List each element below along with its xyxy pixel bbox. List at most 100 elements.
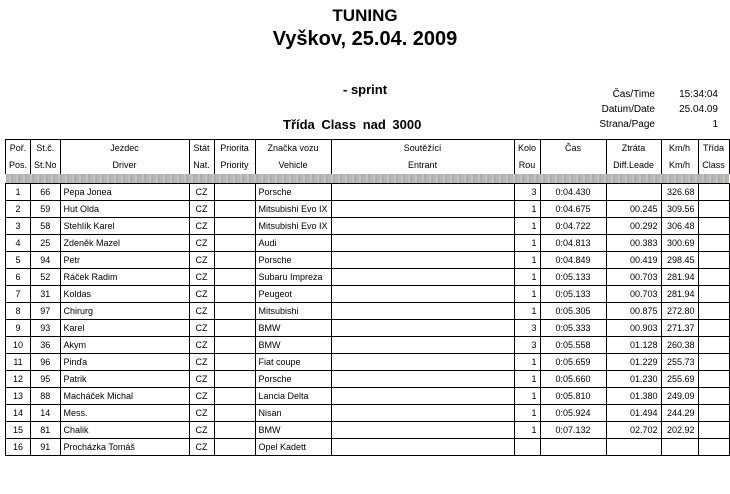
column-header-driver: Driver bbox=[59, 156, 190, 174]
cell-entrant bbox=[330, 285, 515, 303]
table-row: 8 97 Chirurg CZ Mitsubishi 1 0:05.305 00.875 272… bbox=[4, 302, 730, 320]
cell-diff: 00.245 bbox=[605, 200, 662, 218]
cell-pos: 16 bbox=[4, 438, 32, 456]
cell-entrant bbox=[330, 251, 515, 269]
cell-start-no: 14 bbox=[30, 404, 61, 422]
column-header-vehicle: Značka vozu bbox=[254, 139, 332, 157]
cell-priority bbox=[213, 251, 256, 269]
cell-nat: CZ bbox=[188, 217, 215, 235]
cell-vehicle: BMW bbox=[254, 336, 332, 354]
cell-diff: 00.875 bbox=[605, 302, 662, 320]
cell-driver: Pepa Jonea bbox=[59, 183, 190, 201]
cell-speed: 255.69 bbox=[660, 370, 699, 388]
cell-driver: Petr bbox=[59, 251, 190, 269]
header-separator bbox=[5, 173, 730, 184]
cell-time: 0:05.810 bbox=[539, 387, 607, 405]
cell-diff bbox=[605, 438, 662, 456]
column-header-class: Class bbox=[697, 156, 730, 174]
cell-entrant bbox=[330, 217, 515, 235]
cell-time: 0:05.333 bbox=[539, 319, 607, 337]
column-header-class: Třída bbox=[697, 139, 730, 157]
cell-round: 1 bbox=[513, 200, 541, 218]
info-value: 1 bbox=[712, 119, 718, 130]
cell-class bbox=[697, 268, 730, 286]
column-header-pos: Pos. bbox=[4, 156, 32, 174]
table-row: 10 36 Akym CZ BMW 3 0:05.558 01.128 260.38 bbox=[4, 336, 730, 354]
info-value: 25.04.09 bbox=[679, 104, 718, 115]
cell-priority bbox=[213, 302, 256, 320]
cell-round: 1 bbox=[513, 421, 541, 439]
cell-driver: Pinďa bbox=[59, 353, 190, 371]
cell-diff: 01.494 bbox=[605, 404, 662, 422]
cell-diff: 00.703 bbox=[605, 285, 662, 303]
cell-vehicle: Porsche bbox=[254, 251, 332, 269]
table-row: 7 31 Koldas CZ Peugeot 1 0:05.133 00.703 281.94 bbox=[4, 285, 730, 303]
cell-start-no: 94 bbox=[30, 251, 61, 269]
cell-driver: Stehlík Karel bbox=[59, 217, 190, 235]
cell-nat: CZ bbox=[188, 319, 215, 337]
cell-time: 0:04.430 bbox=[539, 183, 607, 201]
cell-pos: 10 bbox=[4, 336, 32, 354]
cell-pos: 2 bbox=[4, 200, 32, 218]
cell-priority bbox=[213, 353, 256, 371]
column-header-start-no: St.č. bbox=[30, 139, 61, 157]
cell-entrant bbox=[330, 234, 515, 252]
cell-speed: 300.69 bbox=[660, 234, 699, 252]
cell-vehicle: BMW bbox=[254, 421, 332, 439]
cell-entrant bbox=[330, 353, 515, 371]
cell-vehicle: Audi bbox=[254, 234, 332, 252]
cell-class bbox=[697, 200, 730, 218]
cell-entrant bbox=[330, 183, 515, 201]
cell-speed bbox=[660, 438, 699, 456]
cell-diff: 01.380 bbox=[605, 387, 662, 405]
info-label: Datum/Date bbox=[601, 104, 655, 115]
cell-nat: CZ bbox=[188, 268, 215, 286]
cell-pos: 14 bbox=[4, 404, 32, 422]
cell-start-no: 95 bbox=[30, 370, 61, 388]
cell-driver: Chirurg bbox=[59, 302, 190, 320]
cell-class bbox=[697, 438, 730, 456]
cell-start-no: 88 bbox=[30, 387, 61, 405]
cell-time: 0:04.813 bbox=[539, 234, 607, 252]
cell-priority bbox=[213, 183, 256, 201]
cell-time: 0:04.722 bbox=[539, 217, 607, 235]
cell-entrant bbox=[330, 438, 515, 456]
cell-class bbox=[697, 217, 730, 235]
cell-driver: Hut Olda bbox=[59, 200, 190, 218]
cell-pos: 11 bbox=[4, 353, 32, 371]
cell-priority bbox=[213, 268, 256, 286]
cell-speed: 202.92 bbox=[660, 421, 699, 439]
cell-pos: 15 bbox=[4, 421, 32, 439]
cell-diff: 00.383 bbox=[605, 234, 662, 252]
cell-vehicle: Nisan bbox=[254, 404, 332, 422]
column-header-start-no: St.No bbox=[30, 156, 61, 174]
cell-class bbox=[697, 234, 730, 252]
cell-speed: 271.37 bbox=[660, 319, 699, 337]
cell-vehicle: Subaru Impreza bbox=[254, 268, 332, 286]
cell-speed: 272.80 bbox=[660, 302, 699, 320]
column-header-nat: Stát bbox=[188, 139, 215, 157]
cell-class bbox=[697, 183, 730, 201]
cell-vehicle: Opel Kadett bbox=[254, 438, 332, 456]
cell-pos: 8 bbox=[4, 302, 32, 320]
cell-entrant bbox=[330, 404, 515, 422]
cell-priority bbox=[213, 438, 256, 456]
cell-driver: Chalik bbox=[59, 421, 190, 439]
column-header-time bbox=[539, 156, 607, 174]
cell-vehicle: Porsche bbox=[254, 183, 332, 201]
cell-diff: 00.419 bbox=[605, 251, 662, 269]
table-row: 4 25 Zdeněk Mazel CZ Audi 1 0:04.813 00.383 300.… bbox=[4, 234, 730, 252]
cell-start-no: 36 bbox=[30, 336, 61, 354]
cell-time: 0:04.849 bbox=[539, 251, 607, 269]
cell-nat: CZ bbox=[188, 404, 215, 422]
cell-diff: 00.703 bbox=[605, 268, 662, 286]
cell-nat: CZ bbox=[188, 302, 215, 320]
cell-start-no: 58 bbox=[30, 217, 61, 235]
cell-priority bbox=[213, 421, 256, 439]
cell-round: 3 bbox=[513, 183, 541, 201]
column-header-round: Rou bbox=[513, 156, 541, 174]
cell-speed: 326.68 bbox=[660, 183, 699, 201]
cell-nat: CZ bbox=[188, 336, 215, 354]
cell-entrant bbox=[330, 302, 515, 320]
table-row: 11 96 Pinďa CZ Fiat coupe 1 0:05.659 01.229 255.… bbox=[4, 353, 730, 371]
